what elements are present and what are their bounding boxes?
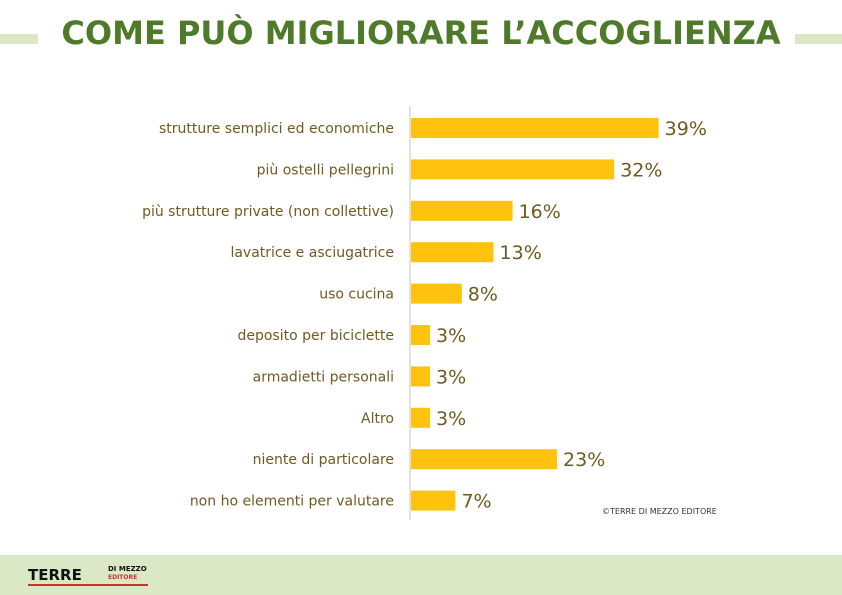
- category-label: più ostelli pellegrini: [257, 162, 394, 178]
- bar: [411, 283, 462, 304]
- category-label: uso cucina: [319, 287, 394, 303]
- bar: [411, 490, 456, 511]
- category-label: non ho elementi per valutare: [190, 494, 394, 510]
- logo-underline: [28, 584, 148, 586]
- category-label: deposito per biciclette: [237, 328, 394, 344]
- value-label: 3%: [436, 325, 466, 347]
- header-band-left: [0, 34, 38, 44]
- category-label: lavatrice e asciugatrice: [230, 245, 394, 261]
- category-label: strutture semplici ed economiche: [159, 121, 394, 137]
- copyright-credit: ©TERRE DI MEZZO EDITORE: [602, 507, 717, 516]
- value-label: 32%: [620, 159, 662, 181]
- value-label: 7%: [461, 491, 491, 513]
- category-label: armadietti personali: [253, 369, 394, 385]
- value-label: 3%: [436, 366, 466, 388]
- value-label: 8%: [468, 284, 498, 306]
- bar: [411, 449, 558, 470]
- bar: [411, 159, 615, 180]
- bar: [411, 242, 494, 263]
- header-band-right: [795, 34, 842, 44]
- logo-text-sub: DI MEZZO: [108, 565, 147, 573]
- category-label: niente di particolare: [253, 452, 394, 468]
- bar: [411, 200, 513, 221]
- bar: [411, 118, 659, 138]
- bar: [411, 325, 431, 345]
- logo-text-main: TERRE: [28, 566, 82, 584]
- value-label: 3%: [436, 408, 466, 430]
- bar-chart: strutture semplici ed economiche 39% più o…: [142, 106, 707, 520]
- value-label: 23%: [563, 449, 605, 471]
- category-label: più strutture private (non collettive): [142, 204, 394, 220]
- logo-text-editore: EDITORE: [108, 574, 138, 581]
- page-title: COME PUÒ MIGLIORARE L’ACCOGLIENZA: [61, 14, 781, 52]
- bar: [411, 407, 431, 428]
- category-label: Altro: [361, 411, 394, 427]
- bar: [411, 366, 431, 387]
- value-label: 13%: [500, 242, 542, 264]
- footer-band: TERRE DI MEZZO EDITORE: [0, 555, 842, 595]
- value-label: 16%: [519, 201, 561, 223]
- value-label: 39%: [665, 118, 707, 140]
